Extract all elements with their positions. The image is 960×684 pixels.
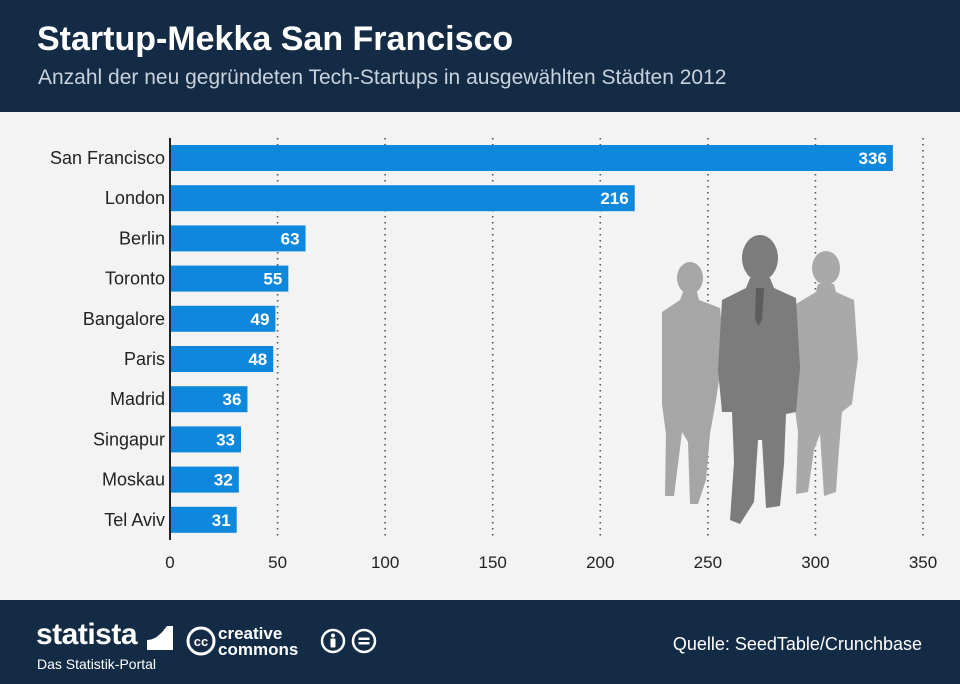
chart-title: Startup-Mekka San Francisco: [37, 20, 514, 58]
bar: [170, 305, 276, 332]
statista-mark-icon: [147, 626, 173, 650]
bar-chart: San Francisco London Berlin Toronto Bangalor…: [50, 138, 937, 572]
x-tick-label: 200: [586, 553, 614, 572]
source-note: Quelle: SeedTable/Crunchbase: [672, 634, 922, 654]
category-label: Singapur: [93, 429, 165, 449]
category-label: San Francisco: [50, 148, 165, 168]
category-labels: San Francisco London Berlin Toronto Bangalor…: [50, 148, 165, 530]
creative-commons-icon[interactable]: cc creative commons: [186, 624, 316, 658]
bar: [170, 386, 248, 413]
bar: [170, 426, 241, 453]
footer-bar: statista Das Statistik-Portal cc creativ…: [0, 600, 960, 684]
category-label: Paris: [124, 349, 165, 369]
bar: [170, 145, 893, 171]
x-tick-label: 250: [694, 553, 722, 572]
x-tick-label: 100: [371, 553, 399, 572]
category-label: London: [105, 188, 165, 208]
bar-value-label: 32: [214, 471, 233, 490]
statista-logo[interactable]: statista: [36, 618, 138, 651]
value-labels: 336 216 63 55 49 48 36 33 32 31: [212, 149, 887, 530]
x-tick-label: 0: [165, 553, 174, 572]
x-tick-label: 300: [801, 553, 829, 572]
category-label: Tel Aviv: [104, 510, 165, 530]
bar-value-label: 49: [250, 310, 269, 329]
header-bar: Startup-Mekka San Francisco Anzahl der n…: [0, 0, 960, 112]
category-label: Bangalore: [83, 309, 165, 329]
svg-text:cc: cc: [194, 634, 208, 649]
business-people-silhouette-icon: [662, 235, 858, 524]
x-tick-label: 50: [268, 553, 287, 572]
chart-subtitle: Anzahl der neu gegründeten Tech-Startups…: [38, 66, 727, 89]
x-tick-label: 150: [479, 553, 507, 572]
bar-value-label: 63: [281, 229, 300, 248]
bar: [170, 346, 274, 372]
x-tick-label: 350: [909, 553, 937, 572]
x-axis-ticks: 0 50 100 150 200 250 300 350: [165, 553, 937, 572]
bar: [170, 466, 239, 493]
bar-value-label: 31: [212, 511, 231, 530]
category-label: Madrid: [110, 389, 165, 409]
bar-value-label: 55: [263, 270, 282, 289]
cc-line-creative: creative: [218, 624, 282, 643]
bar-value-label: 36: [223, 390, 242, 409]
bars: [170, 145, 893, 533]
bar-value-label: 33: [216, 430, 235, 449]
category-label: Berlin: [119, 228, 165, 248]
no-derivatives-icon[interactable]: [351, 628, 377, 654]
bar: [170, 225, 306, 252]
bar-value-label: 336: [859, 149, 887, 168]
bar: [170, 185, 635, 212]
bar-value-label: 216: [600, 189, 628, 208]
cc-line-commons: commons: [218, 640, 298, 658]
statista-tagline: Das Statistik-Portal: [37, 656, 157, 672]
category-label: Toronto: [105, 269, 165, 289]
bar-value-label: 48: [248, 350, 267, 369]
bar: [170, 506, 237, 533]
bar: [170, 265, 289, 292]
category-label: Moskau: [102, 470, 165, 490]
chart-area: San Francisco London Berlin Toronto Bangalor…: [0, 112, 960, 600]
attribution-icon[interactable]: [320, 628, 346, 654]
